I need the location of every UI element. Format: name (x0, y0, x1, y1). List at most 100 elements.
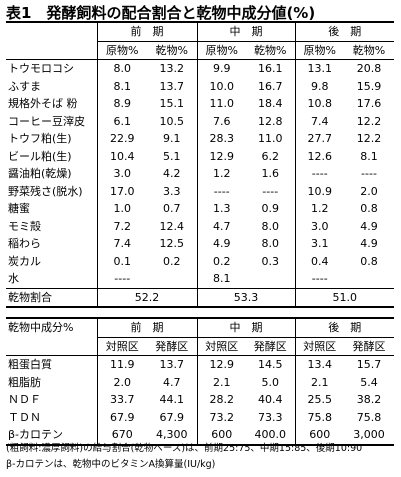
cell-value: 10.5 (159, 114, 185, 128)
table-row: 炭カル 0.1 0.2 0.2 0.3 0.4 0.8 (6, 252, 394, 270)
table-row: ビール粕(生) 10.4 5.1 12.9 6.2 12.6 8.1 (6, 147, 394, 165)
cell-value: 13.4 (294, 355, 344, 374)
cell-value: 0.2 (163, 254, 181, 268)
note-ratio: (粗飼料:濃厚飼料)の給与割合(乾物ベース)は、前期25:75、中期15:85、… (6, 443, 363, 454)
row-label: ふすま (8, 79, 41, 93)
dm-ratio-label: 乾物割合 (6, 287, 97, 308)
cell-value: 11.0 (196, 95, 246, 113)
row-label: ビール粕(生) (8, 149, 72, 163)
cell-value: 3.3 (163, 184, 181, 198)
cell-value: ---- (196, 182, 246, 200)
cell-value: 670 (96, 426, 147, 446)
cell-value: 40.4 (258, 393, 283, 406)
cell-value: 0.8 (360, 254, 378, 268)
row-label: 醤油粕(乾燥) (8, 167, 72, 180)
cell-value: 13.7 (159, 79, 185, 93)
cell-value: 0.7 (163, 202, 181, 215)
period-header: 中 期 (196, 21, 295, 41)
cell-value: 4.7 (196, 217, 246, 235)
row-label: 規格外そば 粉 (8, 97, 78, 110)
row-label: 糖蜜 (8, 202, 30, 215)
cell-value: 22.9 (96, 130, 147, 148)
dry-matter-composition-table: 乾物中成分% 前 期 中 期 後 期 対照区 発酵区 対照区 発酵区 対照区 発… (6, 317, 394, 446)
cell-value: 0.4 (294, 252, 344, 270)
cell-value: 2.1 (294, 373, 344, 391)
cell-value: 2.0 (360, 184, 378, 198)
cell-value: 0.1 (96, 252, 147, 270)
row-label: β-カロテン (6, 426, 97, 446)
cell-value: 16.1 (246, 59, 295, 78)
cell-value: 13.7 (147, 355, 197, 374)
cell-value: ---- (294, 270, 344, 288)
cell-value: 67.9 (159, 410, 185, 424)
cell-value: 5.1 (163, 149, 181, 163)
cell-value: 10.8 (294, 95, 344, 113)
cell-value: 8.1 (196, 270, 246, 288)
table-row: モミ殻 7.2 12.4 4.7 8.0 3.0 4.9 (6, 217, 394, 235)
cell-value: 12.9 (196, 147, 246, 165)
cell-value: 2.1 (196, 373, 246, 391)
column-header: 発酵区 (246, 336, 295, 356)
cell-value: ---- (262, 184, 279, 198)
column-header: 原物% (294, 40, 344, 60)
row-label: ＮＤＦ (8, 393, 41, 406)
table-row: トウモロコシ 8.0 13.2 9.9 16.1 13.1 20.8 (6, 59, 394, 78)
column-header: 対照区 (196, 336, 246, 356)
cell-value: 1.2 (294, 200, 344, 218)
cell-value: 9.8 (294, 77, 344, 95)
cell-value: 1.0 (96, 200, 147, 218)
cell-value: 15.7 (344, 355, 394, 374)
cell-value: ---- (96, 270, 147, 288)
dm-ratio-value: 53.3 (196, 287, 295, 308)
cell-value: 2.0 (96, 373, 147, 391)
cell-value: 10.4 (96, 147, 147, 165)
column-header: 原物% (96, 40, 147, 60)
table-row: 稲わら 7.4 12.5 4.9 8.0 3.1 4.9 (6, 235, 394, 253)
row-label: ＴＤＮ (8, 410, 41, 424)
note-carotene: β-カロテンは、乾物中のビタミンA換算量(IU/kg) (6, 459, 216, 470)
cell-value: 9.1 (163, 132, 181, 145)
cell-value: 4.7 (163, 375, 181, 389)
row-label: 炭カル (8, 254, 41, 268)
row-label: トウモロコシ (6, 59, 97, 78)
row-label: 野菜残さ(脱水) (8, 184, 83, 198)
table-row: 粗脂肪 2.0 4.7 2.1 5.0 2.1 5.4 (6, 373, 394, 391)
cell-value: 3,000 (344, 426, 394, 446)
cell-value: 9.9 (196, 59, 246, 78)
period-header: 後 期 (294, 317, 394, 337)
cell-value: 6.1 (96, 112, 147, 130)
cell-value: 0.9 (261, 202, 280, 215)
table-row: トウフ粕(生) 22.9 9.1 28.3 11.0 27.7 12.2 (6, 130, 394, 148)
column-header: 乾物% (246, 40, 295, 60)
column-header: 原物% (196, 40, 246, 60)
cell-value: 15.9 (356, 79, 382, 93)
table-row: コーヒー豆滓皮 6.1 10.5 7.6 12.8 7.4 12.2 (6, 112, 394, 130)
cell-value: 12.6 (294, 147, 344, 165)
table-row: 野菜残さ(脱水) 17.0 3.3 ---- ---- 10.9 2.0 (6, 182, 394, 200)
cell-value: 1.2 (196, 165, 246, 183)
cell-value: 4.9 (360, 237, 378, 250)
table-row: ふすま 8.1 13.7 10.0 16.7 9.8 15.9 (6, 77, 394, 95)
dm-ratio-value: 52.2 (96, 287, 197, 308)
cell-value: 10.0 (196, 77, 246, 95)
table-notes: (粗飼料:濃厚飼料)の給与割合(乾物ベース)は、前期25:75、中期15:85、… (6, 441, 362, 473)
cell-value: 6.2 (261, 149, 280, 163)
composition-header-label: 乾物中成分% (6, 317, 97, 337)
cell-value: 14.5 (246, 355, 295, 374)
cell-value: ---- (294, 165, 344, 183)
dm-ratio-value: 51.0 (294, 287, 394, 308)
cell-value: 3.0 (96, 165, 147, 183)
cell-value: 600 (294, 426, 344, 446)
column-header: 対照区 (294, 336, 344, 356)
cell-value: 4.2 (163, 167, 181, 180)
row-label: コーヒー豆滓皮 (8, 114, 85, 128)
cell-value: 38.2 (356, 393, 382, 406)
period-header: 前 期 (96, 317, 197, 337)
cell-value: 12.8 (258, 114, 283, 128)
cell-value: 3.1 (294, 235, 344, 253)
cell-value: 0.2 (196, 252, 246, 270)
cell-value (344, 270, 394, 288)
table-row: ＴＤＮ 67.9 67.9 73.2 73.3 75.8 75.8 (6, 408, 394, 426)
table-row: 粗蛋白質 11.9 13.7 12.9 14.5 13.4 15.7 (6, 355, 394, 374)
cell-value: 13.2 (147, 59, 197, 78)
